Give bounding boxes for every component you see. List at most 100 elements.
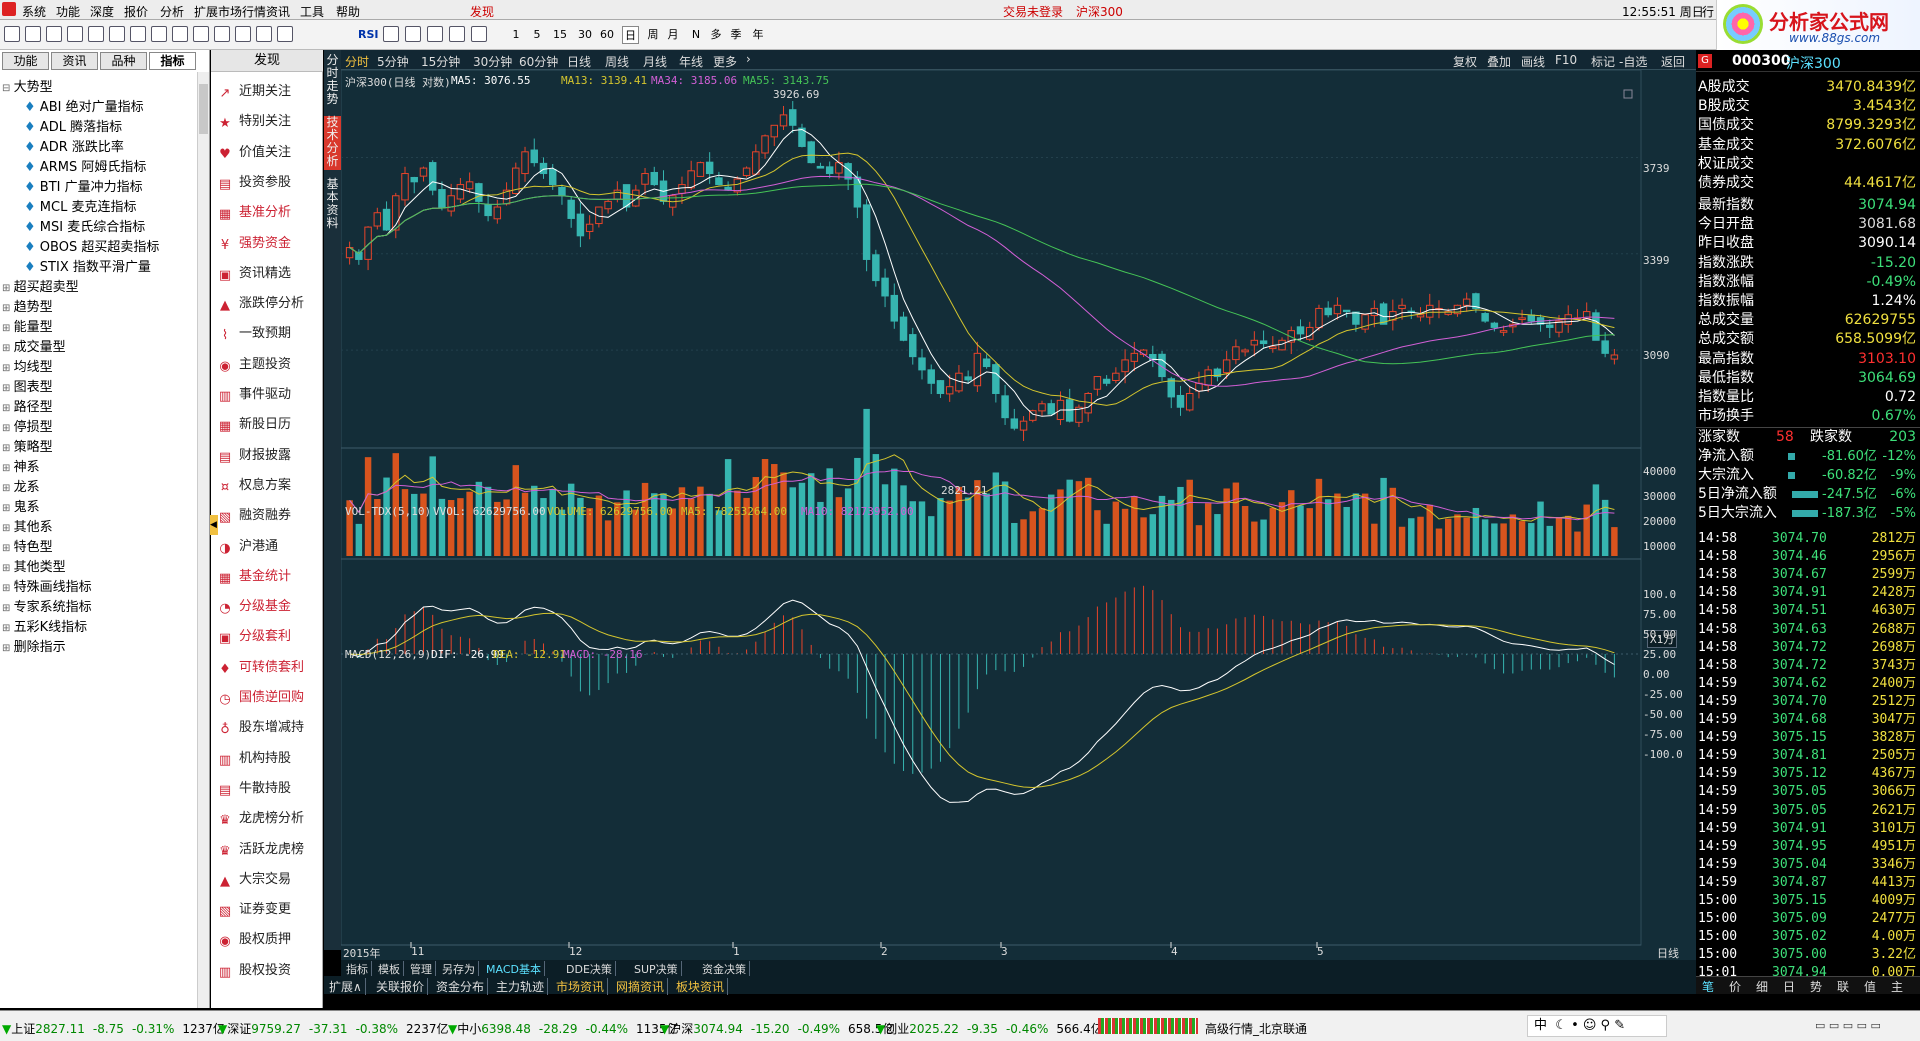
expand-icon[interactable]: ⊞ [2, 303, 14, 314]
vtab-fundamental[interactable]: 基本资料 [326, 177, 339, 230]
discover-item[interactable]: ◔ 分级基金 [217, 595, 291, 619]
up-arrow-icon[interactable] [25, 26, 41, 42]
discover-item[interactable]: ▥ 机构持股 [217, 747, 291, 771]
expand-icon[interactable]: ⊞ [2, 423, 14, 434]
tree-leaf[interactable]: ♦ STIX 指数平滑广量 [24, 256, 151, 275]
quote-tab[interactable]: 细 [1756, 980, 1769, 994]
expand-icon[interactable]: ⊞ [2, 443, 14, 454]
expand-icon[interactable]: ⊞ [2, 623, 14, 634]
circle-icon[interactable] [256, 26, 272, 42]
tree-leaf[interactable]: ♦ OBOS 超买超卖指标 [24, 236, 159, 255]
more-arrow-icon[interactable]: › [746, 52, 751, 66]
discover-item[interactable]: ♛ 龙虎榜分析 [217, 807, 304, 831]
tree-node[interactable]: ⊞ 停损型 [2, 416, 53, 435]
move-icon[interactable] [405, 26, 421, 42]
chart-period-tab[interactable]: 5分钟 [377, 55, 409, 69]
indicator-tab[interactable]: SUP决策 [631, 961, 682, 977]
menu-item[interactable]: 功能 [56, 5, 81, 19]
expand-icon[interactable]: ⊟ [2, 83, 14, 94]
menu-item[interactable]: 扩展市场行情 [194, 5, 267, 19]
period-button[interactable]: 年 [752, 28, 764, 41]
tree-node[interactable]: ⊞ 其他系 [2, 516, 53, 535]
date-mode[interactable]: 日线 [1657, 947, 1679, 960]
pencil-icon[interactable] [427, 26, 443, 42]
tree-node[interactable]: ⊞ 其他类型 [2, 556, 66, 575]
chart-action-button[interactable]: 返回 [1661, 55, 1686, 69]
tree-node[interactable]: ⊞ 策略型 [2, 436, 53, 455]
kline-chart-area[interactable]: 分时 5分钟 15分钟 30分钟 60分钟 日线 周线 月线 年线 更多 › 复权 叠加 画线 F10 标记 -… [341, 50, 1696, 965]
indicator-tab[interactable]: DDE决策 [563, 961, 616, 977]
tree-node[interactable]: ⊞ 鬼系 [2, 496, 40, 515]
period-button[interactable]: N [691, 28, 701, 41]
period-button[interactable]: 月 [667, 28, 679, 41]
trade-button[interactable]: 行 [1702, 5, 1715, 19]
expand-icon[interactable]: ⊞ [2, 363, 14, 374]
ime-moon-icon[interactable]: ☾ • ☺ ⚲ ✎ [1551, 1018, 1626, 1033]
chart-action-button[interactable]: 复权 [1453, 55, 1478, 69]
chart-period-tab[interactable]: 年线 [679, 55, 704, 69]
menu-item[interactable]: 报价 [124, 5, 149, 19]
expand-icon[interactable]: ⊞ [2, 583, 14, 594]
index-ticker[interactable]: ▼中小6398.48 -28.29 -0.44% 1135亿 [448, 1020, 679, 1037]
period-button[interactable]: 5 [533, 28, 541, 41]
stock-icon[interactable] [471, 26, 487, 42]
tree-leaf[interactable]: ♦ ADR 涨跌比率 [24, 136, 124, 155]
chart-period-tab[interactable]: 月线 [643, 55, 668, 69]
discover-item[interactable]: ♦ 可转债套利 [217, 656, 304, 680]
expand-icon[interactable]: ⊞ [2, 483, 14, 494]
discover-item[interactable]: ★ 特别关注 [217, 110, 291, 134]
menu-item[interactable]: 深度 [90, 5, 115, 19]
period-button[interactable]: 15 [553, 28, 567, 41]
discover-item[interactable]: ▲ 大宗交易 [217, 868, 291, 892]
table-icon[interactable] [88, 26, 104, 42]
info-tab[interactable]: 板块资讯 [673, 978, 729, 995]
expand-icon[interactable]: ⊞ [2, 323, 14, 334]
discover-item[interactable]: ♥ 价值关注 [217, 141, 291, 165]
period-button[interactable]: 1 [512, 28, 520, 41]
expand-icon[interactable]: ⊞ [2, 403, 14, 414]
quote-tab[interactable]: 日 [1783, 980, 1796, 994]
chart-action-button[interactable]: -自选 [1619, 55, 1648, 69]
tree-node[interactable]: ⊟ 大势型 [2, 76, 53, 95]
index-ticker[interactable]: ▼创业2025.22 -9.35 -0.46% 566.4亿 [876, 1020, 1103, 1037]
menu-item[interactable]: 工具 [300, 5, 325, 19]
discover-item[interactable]: ◑ 沪港通 [217, 535, 278, 559]
expand-icon[interactable]: ⊞ [2, 563, 14, 574]
line-chart-icon[interactable] [277, 26, 293, 42]
ime-bar[interactable]: 中 ☾ • ☺ ⚲ ✎ [1527, 1015, 1667, 1037]
index-ticker[interactable]: ▼上证2827.11 -8.75 -0.31% 1237亿 [2, 1020, 225, 1037]
left-tab[interactable]: 品种 [100, 52, 147, 70]
quote-tab[interactable]: 主 [1891, 980, 1904, 994]
discover-item[interactable]: ⌇ 一致预期 [217, 322, 291, 346]
chart-period-tab[interactable]: 日线 [567, 55, 592, 69]
left-tab[interactable]: 功能 [2, 52, 49, 70]
tree-node[interactable]: ⊞ 特色型 [2, 536, 53, 555]
period-button[interactable]: 日 [622, 26, 639, 44]
left-arrow-icon[interactable] [4, 26, 20, 42]
expand-icon[interactable]: ⊞ [2, 283, 14, 294]
discover-item[interactable]: ¥ 强势资金 [217, 232, 291, 256]
discover-item[interactable]: ▲ 涨跌停分析 [217, 292, 304, 316]
chart2-icon[interactable] [193, 26, 209, 42]
panel-expand-icon[interactable] [1623, 89, 1633, 99]
info-tab[interactable]: 扩展∧ [326, 978, 366, 995]
indicator-tab[interactable]: 指标 [343, 961, 372, 977]
zoom-icon[interactable] [383, 26, 399, 42]
tree-leaf[interactable]: ♦ MCL 麦克连指标 [24, 196, 136, 215]
tree-node[interactable]: ⊞ 成交量型 [2, 336, 66, 355]
chart-period-tab[interactable]: 周线 [605, 55, 630, 69]
quote-tab[interactable]: 势 [1810, 980, 1823, 994]
tree-leaf[interactable]: ♦ ADL 腾落指标 [24, 116, 122, 135]
chart-action-button[interactable]: F10 [1555, 53, 1578, 67]
chart-period-tab[interactable]: 分时 [345, 55, 370, 69]
chart-period-tab[interactable]: 15分钟 [421, 55, 461, 69]
info-tab[interactable]: 关联报价 [373, 978, 429, 995]
tree-node[interactable]: ⊞ 神系 [2, 456, 40, 475]
menu-item[interactable]: 系统 [22, 5, 47, 19]
discover-item[interactable]: ▧ 融资融券 [217, 504, 291, 528]
chart-period-tab[interactable]: 更多 [713, 55, 738, 69]
discover-item[interactable]: ▤ 牛散持股 [217, 777, 291, 801]
discover-item[interactable]: ▦ 新股日历 [217, 413, 291, 437]
menu-item[interactable]: 资讯 [266, 5, 291, 19]
tree-node[interactable]: ⊞ 特殊画线指标 [2, 576, 92, 595]
